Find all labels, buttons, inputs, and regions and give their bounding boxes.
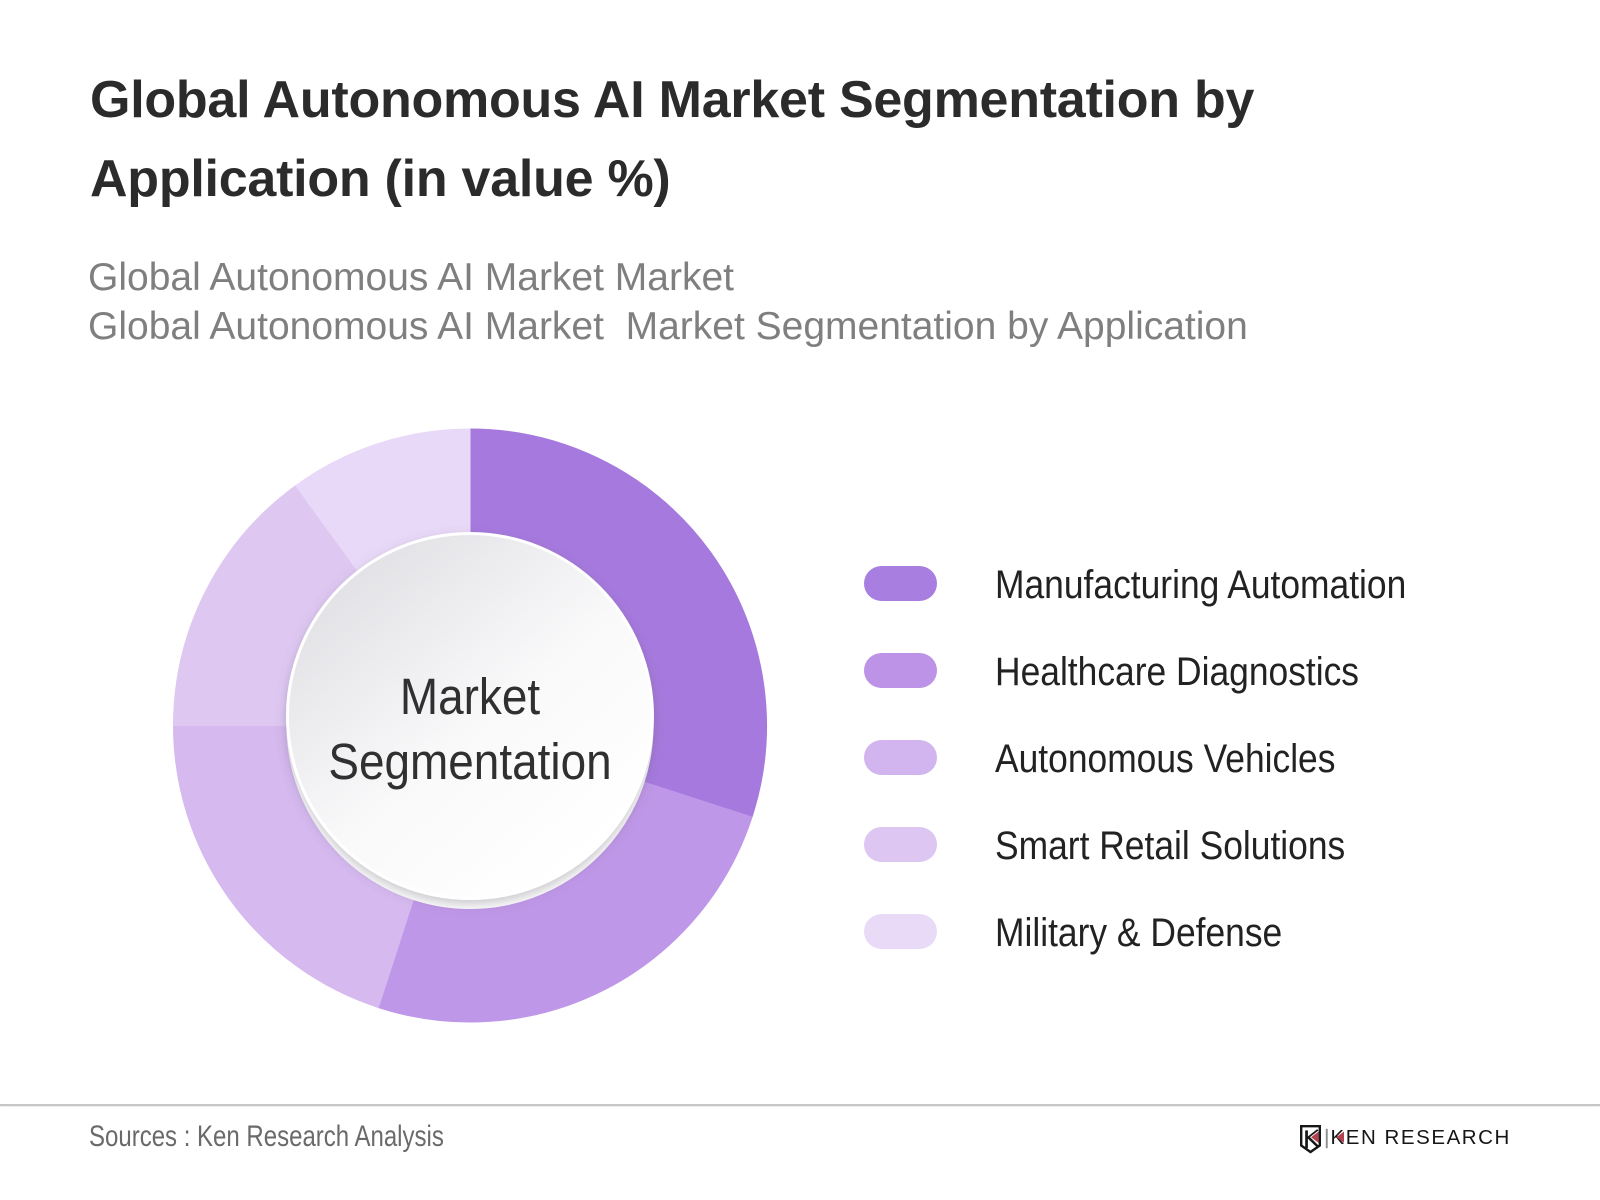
- svg-text:KEN RESEARCH: KEN RESEARCH: [1331, 1126, 1511, 1149]
